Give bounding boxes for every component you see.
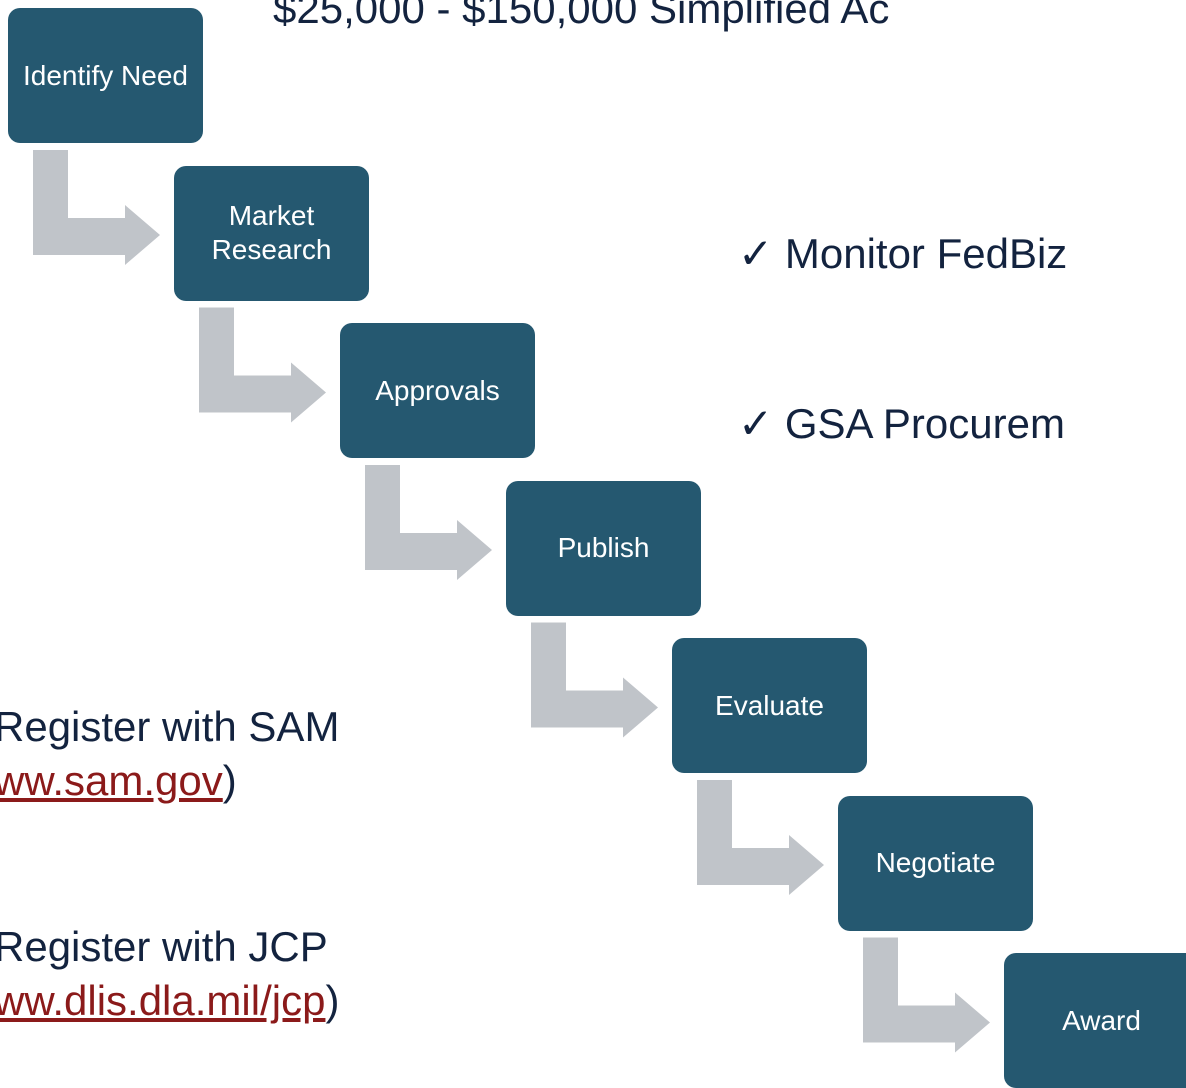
arrow (33, 150, 160, 265)
step-box: Market Research (174, 165, 369, 301)
step-box: Award (1004, 953, 1186, 1088)
title: $25,000 - $150,000 Simplified Ac (273, 0, 890, 32)
bullet-link-line: ww.dlis.dla.mil/jcp) (0, 976, 339, 1026)
arrow (531, 622, 658, 738)
step-box: Identify Need (8, 8, 203, 143)
bullet: ✓ GSA Procurem (738, 400, 1065, 447)
step-box: Approvals (340, 323, 535, 458)
bullet-text: Register with JCP (0, 923, 328, 970)
arrow (863, 937, 990, 1053)
bullet-text: Register with SAM (0, 703, 340, 750)
link: ww.dlis.dla.mil/jcp (0, 977, 326, 1024)
link-suffix: ) (222, 757, 237, 804)
bullet-link-line: ww.sam.gov) (0, 756, 237, 806)
arrow (365, 465, 492, 580)
arrow (697, 780, 824, 895)
step-box: Evaluate (672, 638, 867, 773)
arrow (199, 307, 326, 423)
link-suffix: ) (325, 977, 340, 1024)
link: ww.sam.gov (0, 757, 223, 804)
step-box: Negotiate (838, 795, 1033, 931)
step-box: Publish (506, 480, 701, 616)
bullet: ✓ Monitor FedBiz (738, 230, 1068, 277)
